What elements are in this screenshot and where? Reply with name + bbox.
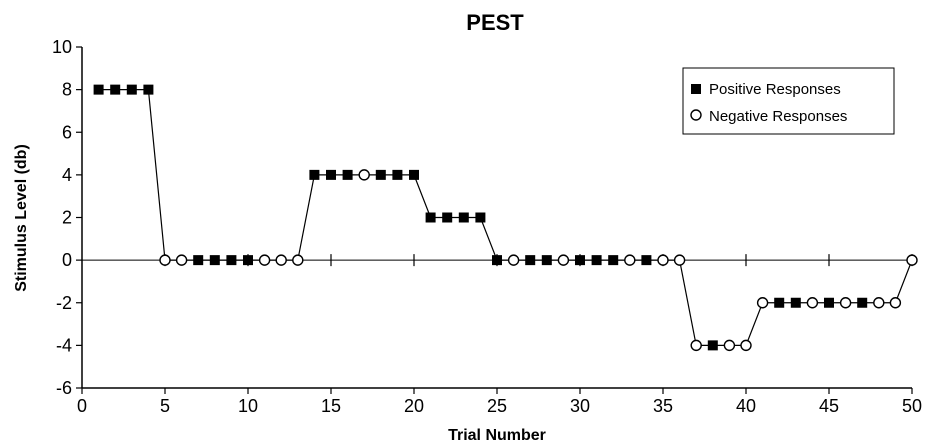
x-tick-label: 40 [736, 396, 756, 416]
negative-response-marker [889, 297, 902, 309]
y-tick-label: -6 [56, 378, 72, 398]
positive-response-marker [575, 255, 585, 266]
positive-response-marker [608, 255, 619, 266]
negative-response-marker [624, 254, 636, 266]
y-tick-label: -2 [56, 293, 72, 313]
positive-response-marker [342, 169, 353, 180]
positive-response-marker [824, 297, 834, 308]
positive-response-marker [425, 212, 436, 223]
y-tick-label: 8 [62, 80, 72, 100]
negative-response-marker [806, 297, 819, 309]
legend: Positive Responses Negative Responses [682, 67, 895, 135]
positive-response-marker [525, 255, 536, 266]
x-tick-label: 25 [487, 396, 507, 416]
negative-response-marker [175, 254, 188, 266]
positive-response-marker [475, 212, 486, 223]
y-tick-label: 6 [62, 122, 72, 142]
legend-positive-marker-icon [691, 84, 701, 94]
positive-response-marker [774, 297, 785, 308]
negative-response-marker [756, 297, 769, 309]
positive-response-marker [110, 84, 121, 95]
positive-response-marker [309, 169, 320, 180]
positive-response-marker [126, 84, 137, 95]
positive-response-marker [492, 255, 502, 266]
negative-response-marker [507, 254, 520, 266]
positive-response-marker [143, 84, 154, 95]
x-axis-label: Trial Number [448, 427, 546, 442]
x-tick-label: 5 [160, 396, 170, 416]
y-axis-label: Stimulus Level (db) [13, 144, 30, 292]
negative-response-marker [690, 339, 702, 352]
x-tick-label: 0 [77, 396, 87, 416]
x-tick-label: 30 [570, 396, 590, 416]
positive-response-marker [375, 169, 386, 180]
negative-response-marker [258, 254, 271, 266]
legend-negative-label: Negative Responses [709, 108, 847, 125]
positive-response-marker [409, 169, 419, 180]
y-tick-label: 4 [62, 165, 72, 185]
positive-response-marker [392, 169, 403, 180]
negative-response-marker [740, 339, 752, 352]
x-tick-label: 10 [238, 396, 258, 416]
positive-response-marker [591, 255, 602, 266]
positive-response-marker [243, 255, 253, 266]
legend-negative-marker-icon [690, 109, 702, 121]
y-tick-label: 0 [62, 250, 72, 270]
negative-response-marker [275, 254, 287, 266]
positive-response-marker [790, 297, 801, 308]
positive-response-marker [442, 212, 453, 223]
y-tick-label: 2 [62, 208, 72, 228]
negative-response-marker [358, 169, 370, 181]
negative-response-marker [159, 254, 171, 266]
positive-response-marker [193, 255, 204, 266]
positive-response-marker [209, 255, 220, 266]
chart-title: PEST [466, 10, 524, 35]
negative-response-marker [673, 254, 686, 266]
negative-response-marker [723, 339, 736, 352]
x-tick-label: 20 [404, 396, 424, 416]
x-tick-label: 50 [902, 396, 922, 416]
x-tick-label: 35 [653, 396, 673, 416]
legend-box [682, 67, 895, 135]
positive-response-marker [458, 212, 469, 223]
positive-response-marker [707, 340, 718, 351]
negative-response-marker [839, 297, 852, 309]
positive-response-marker [541, 255, 552, 266]
negative-response-marker [906, 254, 918, 266]
negative-response-marker [557, 254, 570, 266]
negative-response-marker [292, 254, 304, 266]
y-tick-label: 10 [52, 37, 72, 57]
positive-response-marker [641, 255, 652, 266]
positive-response-marker [326, 169, 336, 180]
x-tick-label: 15 [321, 396, 341, 416]
x-tick-label: 45 [819, 396, 839, 416]
positive-response-marker [93, 84, 104, 95]
legend-positive-label: Positive Responses [709, 81, 841, 98]
y-tick-label: -4 [56, 335, 72, 355]
positive-response-marker [226, 255, 237, 266]
positive-response-marker [857, 297, 868, 308]
data-markers [93, 84, 918, 352]
negative-response-marker [657, 254, 669, 266]
negative-response-marker [873, 297, 885, 309]
